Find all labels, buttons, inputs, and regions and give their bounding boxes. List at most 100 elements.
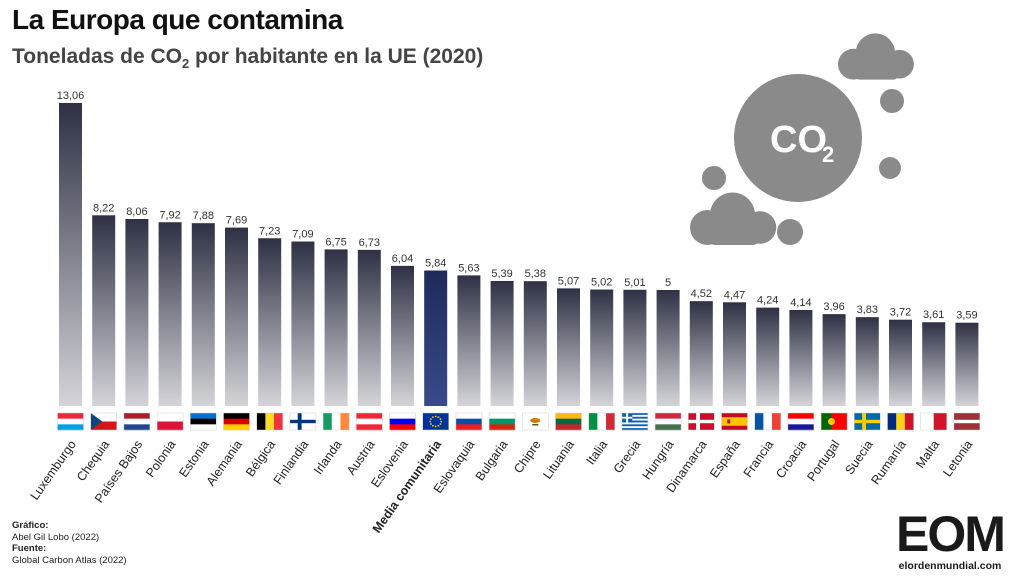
value-label: 4,14 <box>790 297 811 309</box>
category-label: Bulgaria <box>473 438 511 484</box>
category-label: Irlanda <box>311 438 344 477</box>
flag <box>522 412 549 431</box>
category-label: Austria <box>344 438 378 478</box>
value-label: 7,88 <box>193 210 214 222</box>
value-label: 3,61 <box>923 309 944 321</box>
flag <box>920 412 947 431</box>
category-label: Croacia <box>773 438 809 481</box>
value-label: 3,59 <box>956 310 977 322</box>
flag <box>322 412 350 431</box>
bubble <box>879 157 901 179</box>
flag <box>688 412 715 431</box>
category-label: Letonia <box>940 438 975 480</box>
eom-logo: EOM elordenmundial.com <box>884 508 1016 572</box>
co2-subscript: 2 <box>822 142 834 167</box>
credits: Gráfico: Abel Gil Lobo (2022) Fuente: Gl… <box>12 520 127 566</box>
bar-13 <box>490 280 514 406</box>
bar-1 <box>92 215 116 406</box>
flag <box>488 412 516 431</box>
value-label: 5,84 <box>425 258 446 270</box>
value-label: 8,22 <box>93 202 114 214</box>
bubble <box>880 89 904 113</box>
bar-23 <box>822 314 846 406</box>
bubble <box>702 166 726 190</box>
flag <box>555 412 582 431</box>
value-label: 5,63 <box>458 262 479 274</box>
value-label: 8,06 <box>126 206 147 218</box>
bar-20 <box>723 302 746 406</box>
credits-chart-author: Abel Gil Lobo (2022) <box>12 531 100 543</box>
flag <box>356 412 383 431</box>
category-label: Luxemburgo <box>28 438 79 503</box>
value-label: 5,39 <box>491 268 512 280</box>
flag <box>754 412 781 431</box>
value-label: 6,73 <box>359 237 380 249</box>
chart-subtitle: Toneladas de CO2 por habitante en la UE … <box>12 45 483 71</box>
value-label: 6,04 <box>392 253 413 265</box>
category-label: Estonia <box>176 438 211 480</box>
credits-source-head: Fuente: <box>12 543 47 554</box>
category-label: Suecia <box>842 438 875 477</box>
flag <box>256 412 283 431</box>
flag <box>721 412 748 431</box>
credits-source: Global Carbon Atlas (2022) <box>12 554 127 566</box>
subtitle-subscript: 2 <box>181 56 190 72</box>
value-label: 7,23 <box>259 225 280 237</box>
category-label: Italia <box>584 438 611 468</box>
value-label: 5,07 <box>558 275 579 287</box>
flag <box>787 412 815 431</box>
bar-11 <box>424 270 448 406</box>
value-label: 5,02 <box>591 277 612 289</box>
category-label: Grecia <box>611 438 644 476</box>
bar-2 <box>125 219 149 406</box>
bar-9 <box>357 249 381 406</box>
bar-18 <box>656 289 680 406</box>
flag <box>123 412 151 431</box>
flag <box>389 412 416 431</box>
logo-url: elordenmundial.com <box>898 560 1002 572</box>
subtitle-main: Toneladas de CO <box>12 45 182 68</box>
value-label: 3,72 <box>890 307 911 319</box>
bar-8 <box>324 249 348 406</box>
bar-10 <box>391 265 414 406</box>
value-label: 4,24 <box>757 295 778 307</box>
co2-label: CO <box>770 119 827 161</box>
flag <box>190 412 217 431</box>
flag <box>90 412 117 431</box>
bar-27 <box>955 322 979 406</box>
credits-chart-head: Gráfico: <box>12 520 49 531</box>
category-label: Polonia <box>143 438 178 480</box>
bar-12 <box>457 275 481 406</box>
value-label: 7,69 <box>226 215 247 227</box>
flag <box>621 412 649 431</box>
bar-17 <box>623 289 647 406</box>
subtitle-rest: por habitante en la UE (2020) <box>189 45 484 68</box>
bar-3 <box>158 222 182 406</box>
value-label: 3,96 <box>823 301 844 313</box>
bar-0 <box>59 103 82 406</box>
category-label: Lituania <box>540 438 577 482</box>
value-label: 4,52 <box>691 288 712 300</box>
flag <box>654 412 682 431</box>
flag <box>289 412 317 431</box>
value-label: 4,47 <box>724 289 745 301</box>
flag <box>953 412 981 431</box>
value-label: 6,75 <box>325 236 346 248</box>
flag <box>223 412 250 431</box>
bar-15 <box>557 288 580 406</box>
chart-title: La Europa que contamina <box>12 4 343 35</box>
flag <box>588 412 615 431</box>
value-label: 13,06 <box>57 90 85 102</box>
category-label: Portugal <box>804 438 842 484</box>
value-label: 7,92 <box>159 209 180 221</box>
bar-22 <box>789 309 813 406</box>
category-label: Chipre <box>511 438 544 476</box>
flag <box>854 412 881 431</box>
value-label: 5,38 <box>525 268 546 280</box>
bar-14 <box>523 281 547 406</box>
cloud <box>838 33 914 80</box>
category-label: Malta <box>913 438 942 471</box>
flag <box>156 412 184 431</box>
logo-letters: EOM <box>896 506 1006 562</box>
